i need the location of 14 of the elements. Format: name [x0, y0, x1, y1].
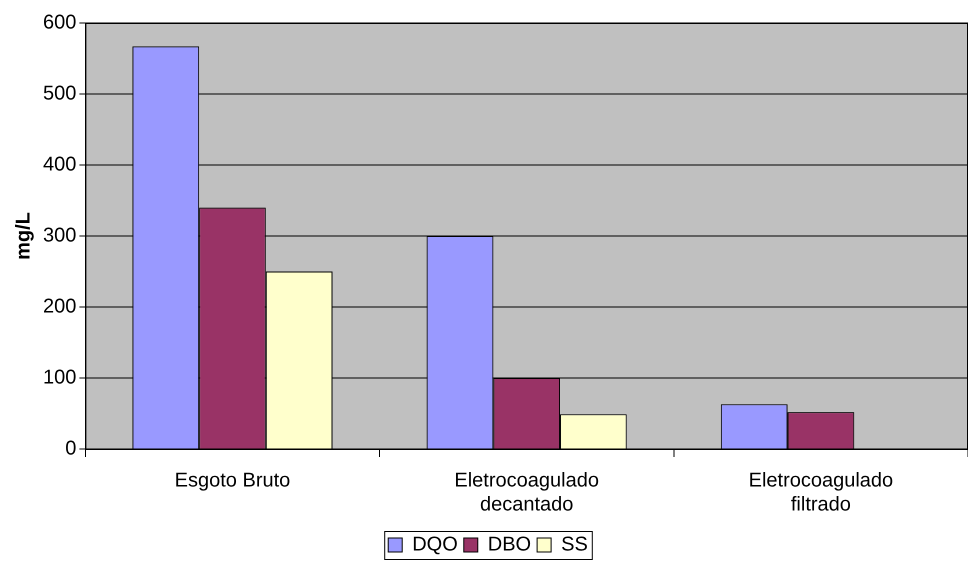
x-tick-label: Esgoto Bruto: [174, 470, 290, 492]
legend-label: DBO: [488, 534, 532, 556]
y-tick-label: 500: [42, 82, 76, 105]
y-tick-label: 600: [42, 12, 76, 34]
y-tick-label: 300: [42, 224, 76, 247]
y-axis-title: mg/L: [12, 212, 35, 260]
legend-label: DQO: [412, 534, 458, 556]
y-tick-label: 0: [65, 438, 76, 460]
y-tick-label: 100: [42, 366, 76, 389]
y-tick-label: 200: [42, 296, 76, 318]
legend-label: SS: [561, 534, 588, 556]
x-tick-label: Eletrocoagulado decantado: [454, 470, 599, 516]
x-tick-label: Eletrocoagulado filtrado: [748, 470, 894, 516]
y-tick-label: 400: [42, 154, 76, 176]
